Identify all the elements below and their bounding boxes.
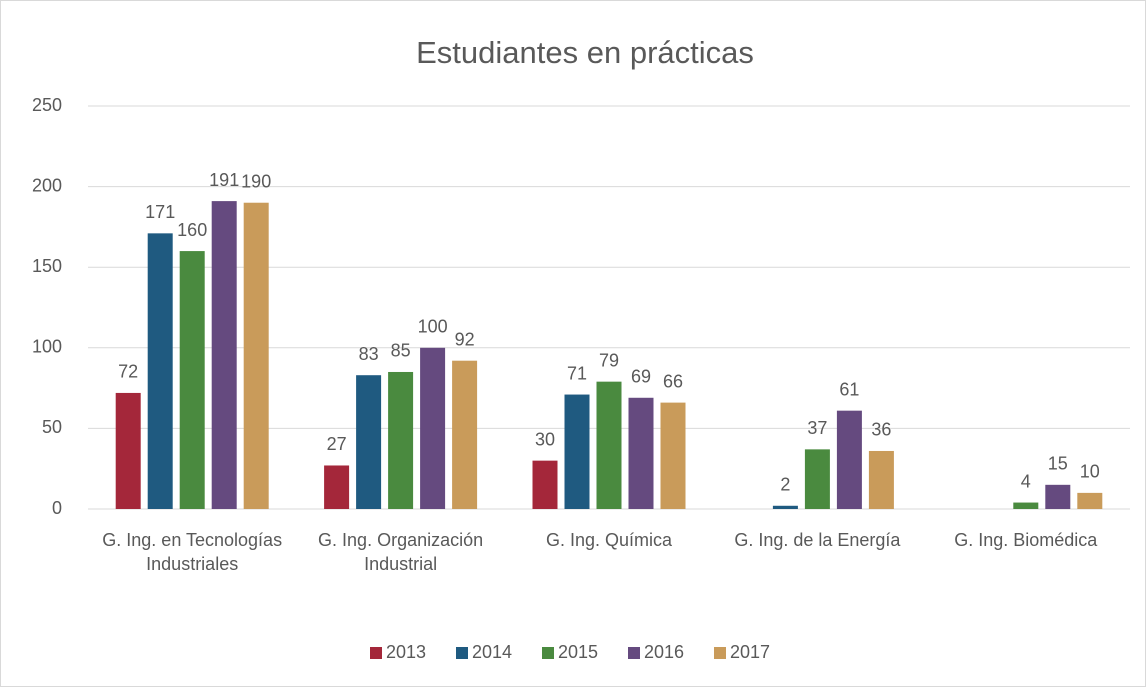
legend-swatch	[542, 647, 554, 659]
x-tick-label: G. Ing. en Tecnologías Industriales	[102, 530, 283, 574]
x-tick-label: G. Ing. Química	[545, 530, 673, 550]
bar	[211, 201, 237, 509]
bar	[836, 410, 862, 509]
bar	[420, 347, 446, 509]
data-label: 66	[663, 371, 683, 391]
data-label: 92	[455, 329, 475, 349]
data-label: 27	[327, 434, 347, 454]
data-label: 171	[145, 202, 175, 222]
data-label: 85	[391, 341, 411, 361]
y-tick-label: 0	[52, 498, 62, 518]
data-label: 160	[177, 220, 207, 240]
x-tick-label: G. Ing. de la Energía	[734, 530, 901, 550]
data-label: 69	[631, 367, 651, 387]
bar	[243, 202, 269, 509]
bar	[179, 251, 205, 509]
data-label: 15	[1048, 454, 1068, 474]
y-tick-label: 50	[42, 417, 62, 437]
bar	[324, 465, 350, 509]
data-label: 83	[359, 344, 379, 364]
data-label: 100	[418, 317, 448, 337]
y-tick-label: 250	[32, 95, 62, 115]
bar	[452, 360, 478, 509]
bar	[660, 402, 686, 509]
legend-swatch	[370, 647, 382, 659]
bar	[1077, 492, 1103, 509]
bar	[147, 233, 173, 509]
y-tick-label: 150	[32, 256, 62, 276]
bar	[868, 450, 894, 509]
data-label: 4	[1021, 471, 1031, 491]
legend-label: 2017	[730, 642, 770, 662]
legend-label: 2016	[644, 642, 684, 662]
legend-label: 2015	[558, 642, 598, 662]
bar	[388, 371, 414, 509]
chart-title: Estudiantes en prácticas	[416, 35, 754, 70]
data-label: 37	[807, 418, 827, 438]
data-label: 61	[839, 379, 859, 399]
data-label: 72	[118, 362, 138, 382]
legend-swatch	[628, 647, 640, 659]
legend-label: 2013	[386, 642, 426, 662]
y-tick-label: 100	[32, 337, 62, 357]
x-tick-label: G. Ing. Organización Industrial	[318, 530, 484, 574]
y-tick-label: 200	[32, 175, 62, 195]
bar	[356, 375, 382, 509]
legend-swatch	[456, 647, 468, 659]
legend-swatch	[714, 647, 726, 659]
bar	[532, 460, 558, 509]
data-label: 10	[1080, 462, 1100, 482]
bar	[115, 392, 141, 509]
bar	[564, 394, 590, 509]
data-label: 36	[871, 420, 891, 440]
bar	[804, 449, 830, 509]
data-label: 2	[780, 475, 790, 495]
x-tick-label: G. Ing. Biomédica	[954, 530, 1098, 550]
data-label: 30	[535, 429, 555, 449]
bar	[1045, 484, 1071, 509]
bar	[628, 397, 654, 509]
data-label: 71	[567, 363, 587, 383]
bar	[1013, 502, 1039, 509]
legend-label: 2014	[472, 642, 512, 662]
bar	[772, 505, 798, 509]
data-label: 190	[241, 171, 271, 191]
bar	[596, 381, 622, 509]
data-label: 191	[209, 170, 239, 190]
data-label: 79	[599, 350, 619, 370]
